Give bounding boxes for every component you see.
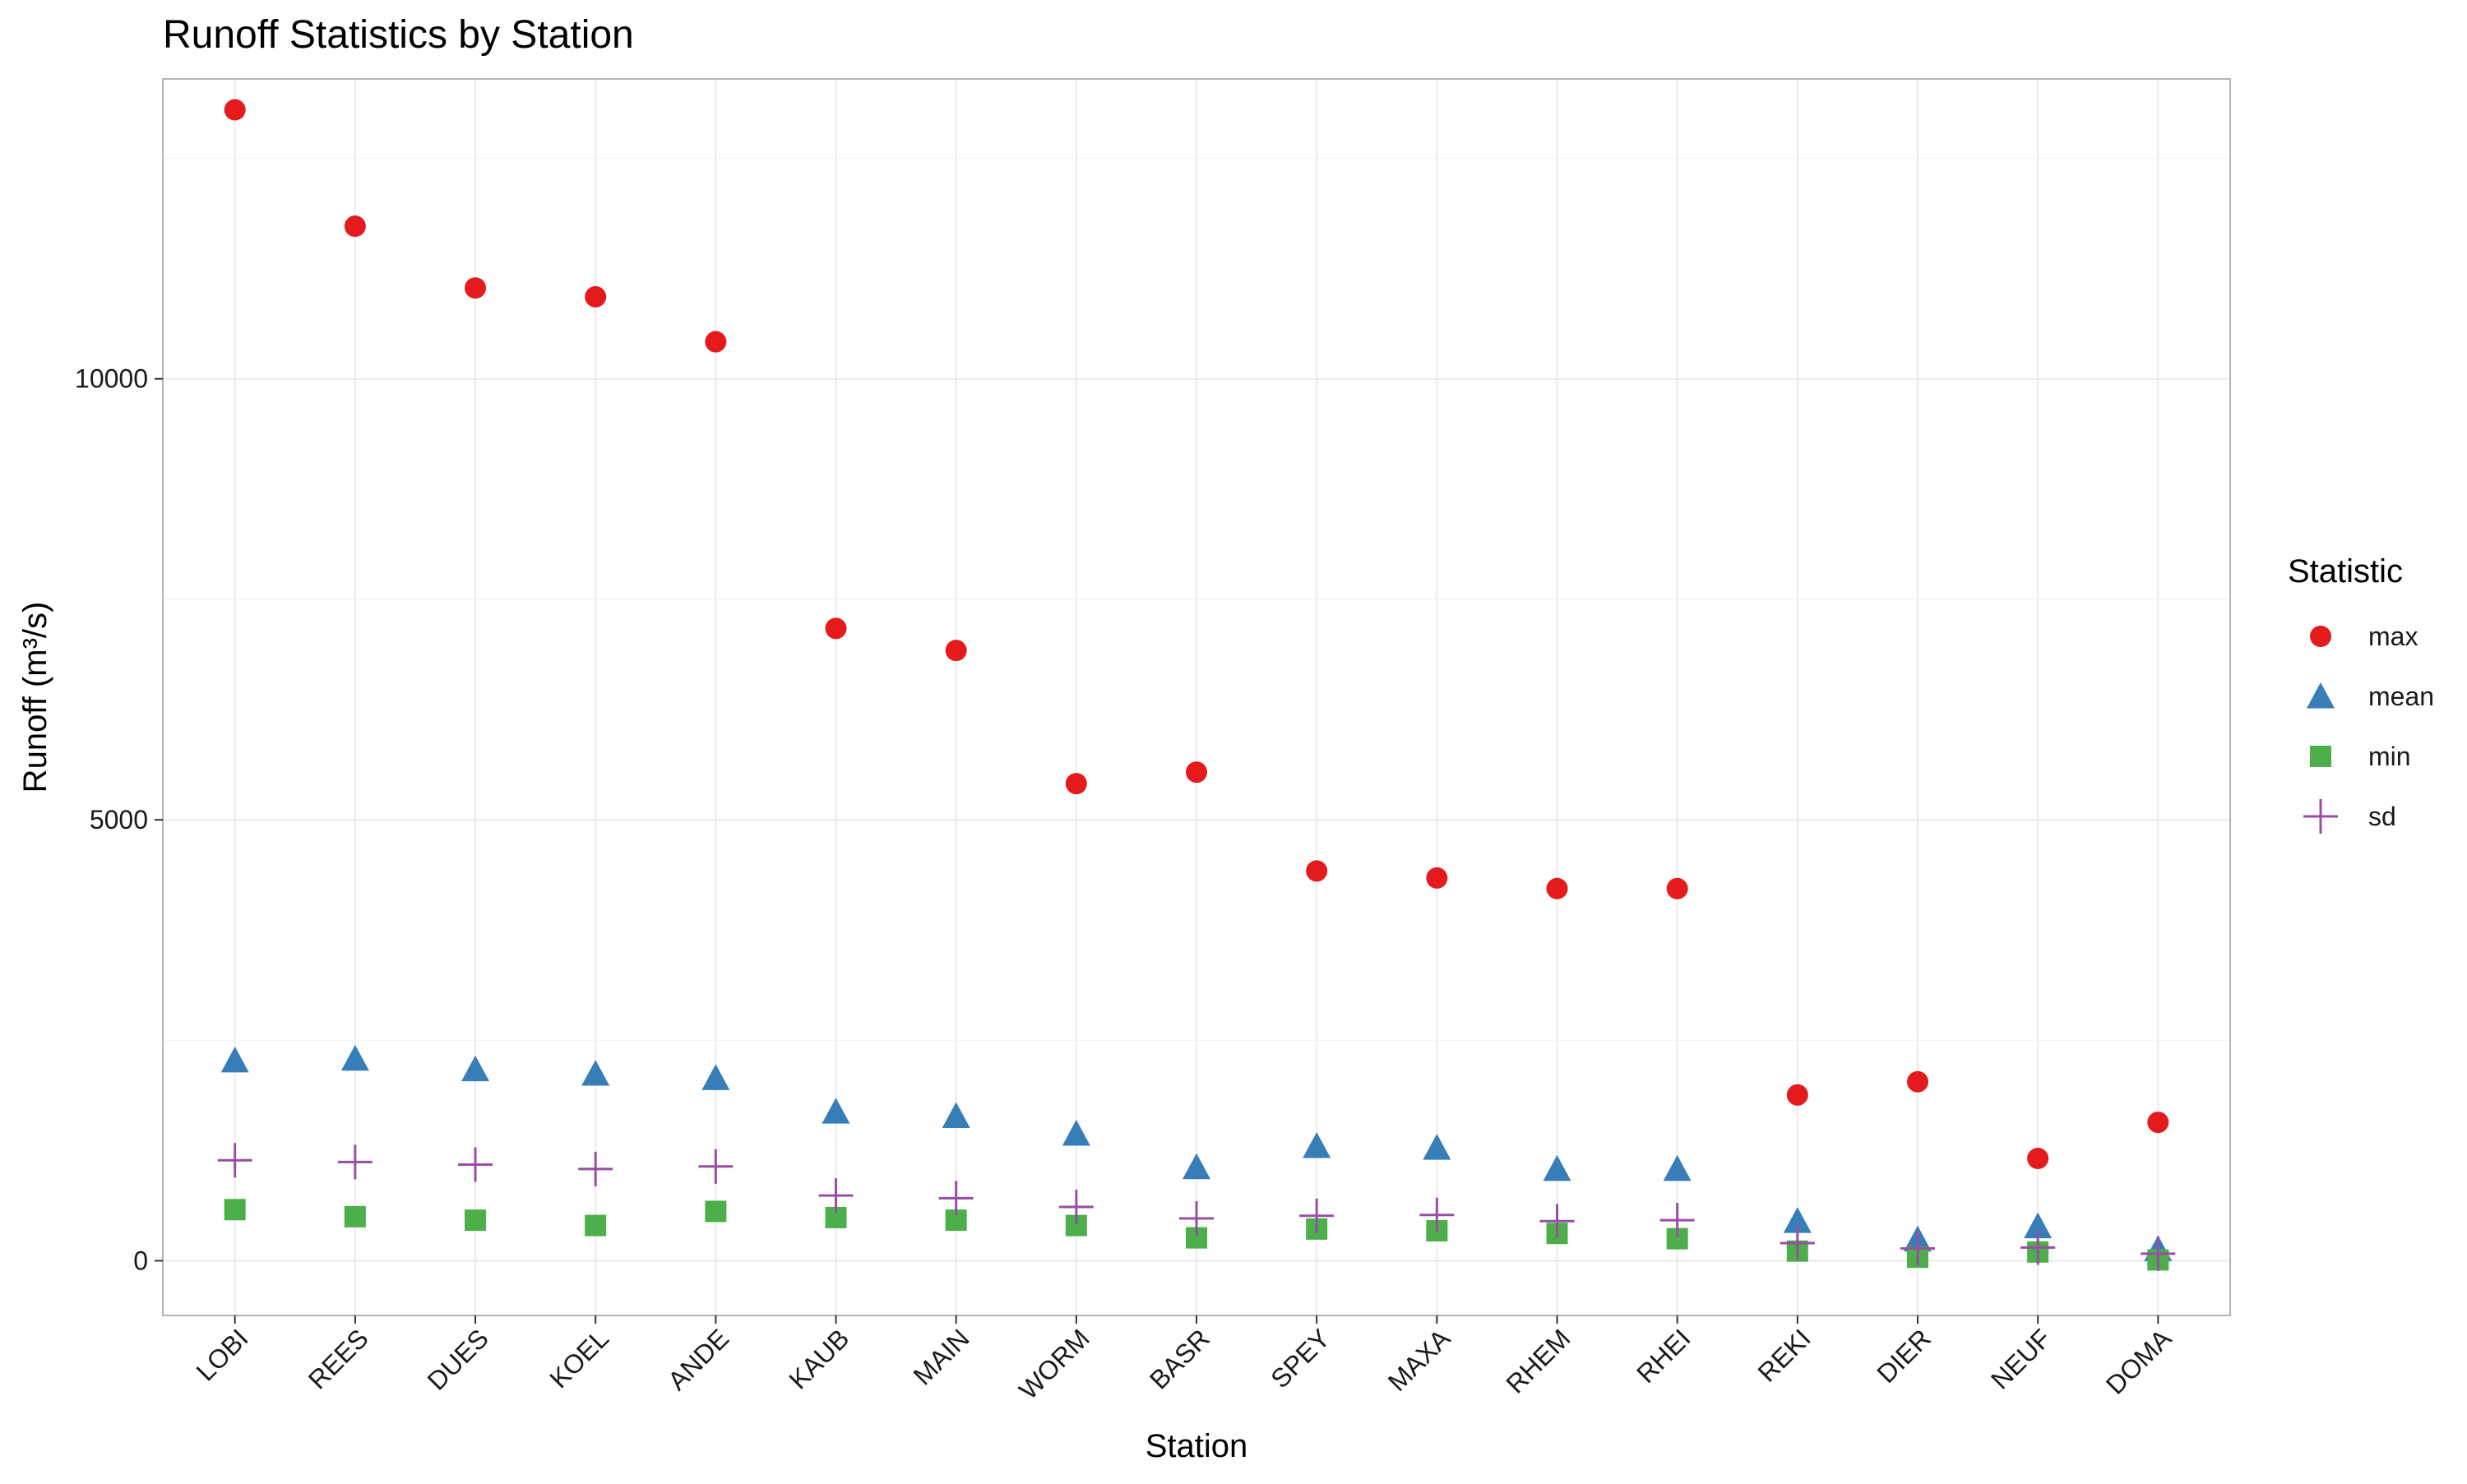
point-mean-WORM — [1062, 1120, 1090, 1146]
point-max-REES — [344, 215, 366, 238]
point-sd-KOEL — [578, 1151, 613, 1186]
point-sd-LOBI — [217, 1143, 252, 1178]
grid-lines — [163, 79, 2230, 1315]
point-max-NEUF — [2027, 1148, 2049, 1170]
point-min-REES — [344, 1205, 366, 1227]
point-mean-RHEI — [1663, 1154, 1692, 1181]
point-mean-LOBI — [220, 1046, 249, 1073]
legend-key-min — [2310, 746, 2331, 767]
point-sd-MAIN — [938, 1181, 974, 1216]
point-mean-BASR — [1183, 1153, 1210, 1180]
legend-key-max — [2310, 626, 2331, 647]
y-axis-title: Runoff (m³/s) — [17, 602, 53, 793]
point-mean-NEUF — [2024, 1212, 2053, 1239]
legend-title: Statistic — [2288, 553, 2403, 589]
legend-label-mean: mean — [2368, 682, 2434, 711]
point-mean-KAUB — [822, 1098, 850, 1124]
y-tick-label: 5000 — [90, 805, 148, 834]
y-tick-label: 0 — [133, 1246, 148, 1275]
legend-key-mean — [2307, 682, 2335, 709]
point-min-ANDE — [705, 1200, 727, 1223]
point-max-WORM — [1065, 773, 1087, 795]
point-max-REKI — [1786, 1084, 1808, 1106]
point-sd-KAUB — [818, 1178, 854, 1214]
point-sd-DUES — [458, 1147, 493, 1182]
legend: Statistic max mean min sd — [2288, 553, 2434, 834]
point-max-DOMA — [2147, 1112, 2169, 1134]
y-tick-label: 10000 — [75, 364, 148, 394]
point-sd-WORM — [1058, 1190, 1094, 1225]
point-min-LOBI — [224, 1199, 246, 1221]
point-max-KAUB — [825, 617, 847, 640]
point-mean-DUES — [461, 1055, 490, 1082]
point-max-MAXA — [1426, 867, 1448, 889]
point-sd-SPEY — [1299, 1198, 1335, 1233]
point-mean-RHEM — [1543, 1154, 1571, 1181]
x-axis-title: Station — [1146, 1428, 1248, 1464]
point-sd-RHEI — [1659, 1203, 1695, 1238]
point-max-DIER — [1906, 1070, 1928, 1093]
data-points — [217, 99, 2176, 1271]
legend-key-sd — [2303, 799, 2338, 834]
point-sd-RHEM — [1539, 1204, 1575, 1239]
point-sd-REKI — [1780, 1226, 1815, 1261]
point-max-RHEI — [1666, 877, 1688, 899]
point-mean-ANDE — [701, 1064, 730, 1090]
point-max-ANDE — [705, 331, 727, 353]
chart-title: Runoff Statistics by Station — [163, 13, 634, 57]
point-mean-REKI — [1783, 1207, 1812, 1233]
point-min-KOEL — [585, 1214, 607, 1237]
point-sd-DOMA — [2141, 1236, 2176, 1271]
point-mean-KOEL — [581, 1060, 610, 1086]
point-mean-REES — [340, 1044, 369, 1071]
legend-label-sd: sd — [2368, 802, 2396, 831]
legend-label-max: max — [2368, 622, 2418, 651]
point-max-SPEY — [1306, 860, 1328, 882]
point-mean-MAIN — [942, 1102, 970, 1129]
point-max-MAIN — [945, 640, 967, 662]
point-sd-NEUF — [2020, 1230, 2056, 1265]
point-sd-REES — [337, 1144, 373, 1180]
point-sd-ANDE — [698, 1149, 734, 1184]
point-sd-BASR — [1179, 1201, 1214, 1236]
point-mean-MAXA — [1423, 1134, 1451, 1160]
point-max-LOBI — [224, 99, 246, 121]
point-max-BASR — [1186, 761, 1207, 784]
point-max-KOEL — [585, 285, 607, 307]
point-sd-DIER — [1900, 1231, 1935, 1266]
point-max-DUES — [465, 277, 487, 299]
point-sd-MAXA — [1419, 1197, 1455, 1232]
legend-label-min: min — [2368, 742, 2411, 771]
point-min-DUES — [465, 1209, 487, 1232]
point-max-RHEM — [1546, 877, 1568, 899]
point-mean-SPEY — [1303, 1132, 1331, 1158]
